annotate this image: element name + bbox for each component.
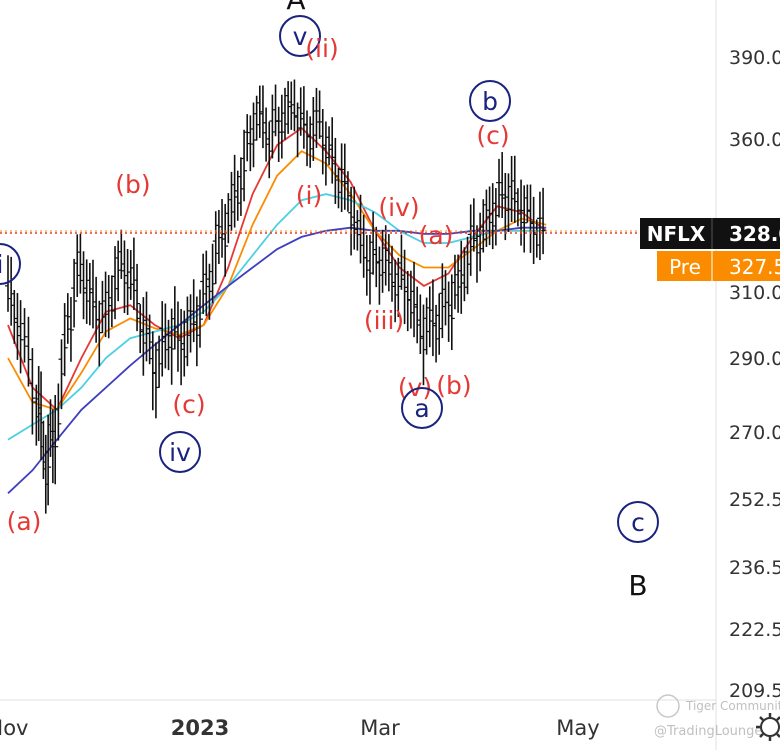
wave-label: i [0, 250, 3, 279]
watermark-logo-icon [656, 694, 680, 718]
wave-circle [279, 15, 321, 57]
wave-label: (b) [436, 371, 471, 400]
price-bars [5, 79, 547, 514]
y-tick-label: 252.5 [729, 489, 780, 511]
moving-average-line [7, 150, 547, 411]
wave-label: (a) [7, 507, 42, 536]
y-tick-label: 390.0 [729, 47, 780, 69]
moving-average-line [7, 193, 547, 441]
x-tick-label: Nov [0, 716, 29, 740]
symbol-tag-label: NFLX [647, 222, 706, 246]
watermark-line2: @TradingLounge [654, 724, 762, 739]
last-price-tag-bg [640, 218, 780, 249]
y-axis-ticks: 390.0 360.0 310.0 290.0 270.0 252.5 236.5 222.5… [729, 47, 780, 702]
y-tick-label: 222.5 [729, 619, 780, 641]
last-price-tag[interactable]: NFLX 328.0 [640, 218, 780, 249]
x-tick-label: Mar [360, 716, 400, 740]
premarket-tag-bg [657, 251, 780, 281]
wave-circle [159, 431, 201, 473]
wave-label: v [293, 22, 308, 51]
watermark: Tiger Community @TradingLounge [654, 694, 780, 739]
moving-average-lines [7, 126, 547, 494]
wave-circle [0, 243, 21, 285]
wave-label: (iv) [378, 193, 419, 222]
premarket-value: 327.5 [729, 255, 780, 279]
y-tick-label: 236.5 [729, 557, 780, 579]
wave-label: (c) [476, 121, 509, 150]
wave-label: (iii) [364, 306, 404, 335]
gear-icon[interactable] [756, 713, 780, 741]
last-price-value: 328.0 [729, 222, 780, 246]
wave-label: (a) [419, 221, 454, 250]
wave-label: (ii) [305, 34, 338, 63]
wave-circle [401, 387, 443, 429]
y-tick-label: 209.5 [729, 680, 780, 702]
wave-label: (i) [296, 181, 322, 210]
wave-label: (c) [172, 390, 205, 419]
wave-label: c [631, 508, 645, 537]
x-tick-label: May [556, 716, 599, 740]
premarket-tag[interactable]: Pre 327.5 [657, 251, 780, 281]
wave-label: a [414, 394, 429, 423]
wave-label: (b) [115, 170, 150, 199]
wave-circle [617, 501, 659, 543]
wave-label: B [628, 569, 647, 602]
watermark-line1: Tiger Community [685, 699, 780, 713]
wave-label: A [286, 0, 305, 16]
y-tick-label: 270.0 [729, 422, 780, 444]
wave-label: b [482, 87, 498, 116]
premarket-label: Pre [669, 255, 701, 279]
y-tick-label: 310.0 [729, 282, 780, 304]
wave-label: iv [169, 438, 191, 467]
wave-labels: (b)(c)(a)ivv(ii)(i)(iii)(iv)(v)a(a)(b)b(… [0, 0, 659, 602]
moving-average-line [7, 126, 547, 412]
x-tick-label: 2023 [171, 716, 229, 740]
y-tick-label: 290.0 [729, 348, 780, 370]
x-axis-ticks: Nov 2023 Mar May [0, 716, 600, 740]
wave-circle [469, 80, 511, 122]
y-tick-label: 360.0 [729, 129, 780, 151]
